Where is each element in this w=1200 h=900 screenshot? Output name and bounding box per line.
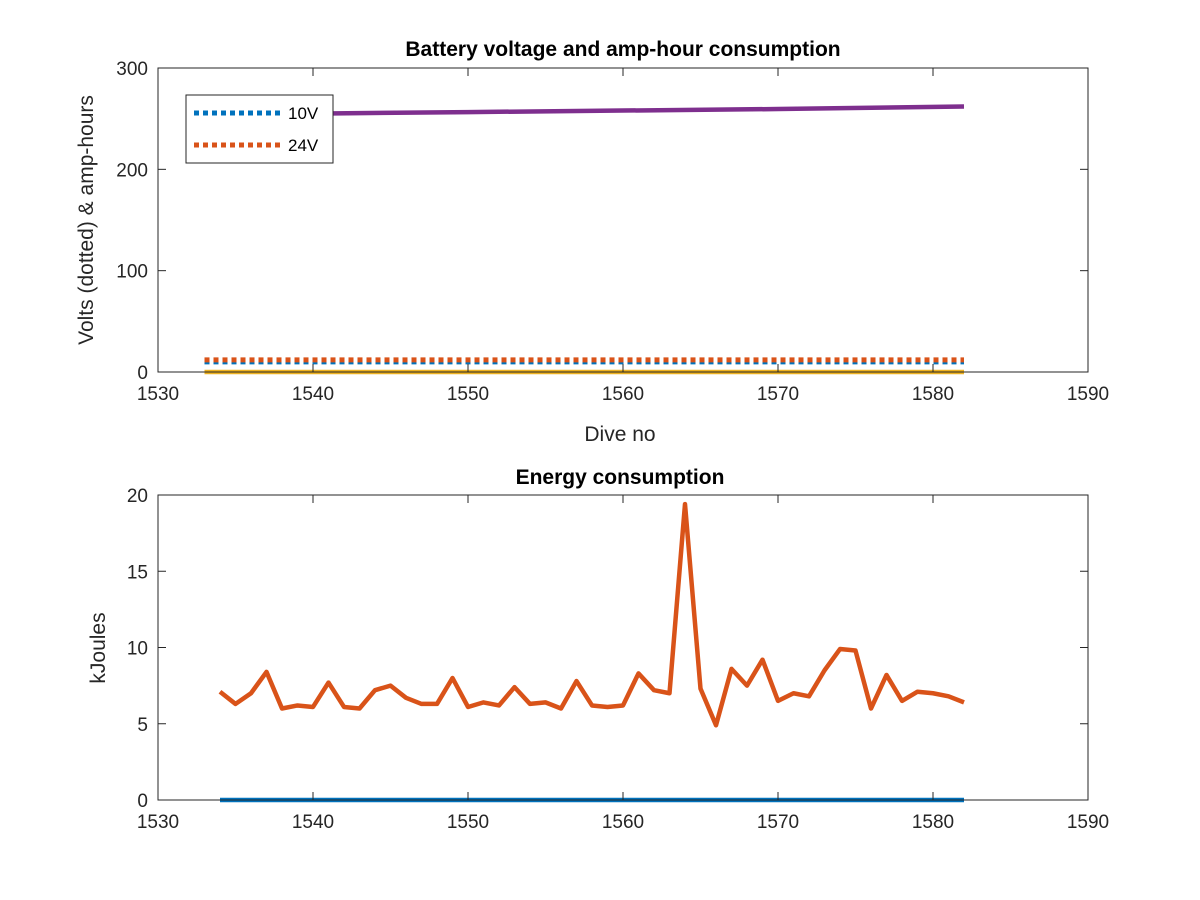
energy-chart-title: Energy consumption — [516, 466, 725, 489]
energy-x-tick-label: 1540 — [292, 812, 334, 833]
energy-x-tick-label: 1560 — [602, 812, 644, 833]
energy-y-tick-label: 20 — [127, 486, 148, 507]
voltage-x-tick-label: 1580 — [912, 384, 954, 405]
voltage-x-tick-label: 1570 — [757, 384, 799, 405]
voltage-x-tick-label: 1560 — [602, 384, 644, 405]
energy-x-tick-label: 1550 — [447, 812, 489, 833]
energy-ticks-group: 1530 1540 1550 1560 1570 1580 1590 0 5 10 15 20 — [127, 486, 1109, 833]
legend-label-10v: 10V — [288, 104, 319, 123]
energy-y-tick-label: 10 — [127, 639, 148, 660]
legend-label-24v: 24V — [288, 136, 319, 155]
energy-y-tick-label: 0 — [137, 791, 148, 812]
energy-x-tick-label: 1570 — [757, 812, 799, 833]
voltage-y-axis-label: Volts (dotted) & amp-hours — [75, 95, 98, 345]
voltage-y-tick-label: 200 — [116, 160, 148, 181]
voltage-axes: 1530 1540 1550 1560 1570 1580 1590 0 100 200 300 B… — [75, 38, 1109, 446]
voltage-legend: 10V 24V — [185, 94, 334, 164]
voltage-y-tick-label: 100 — [116, 262, 148, 283]
voltage-y-tick-label: 300 — [116, 59, 148, 80]
legend-box — [185, 94, 334, 164]
energy-y-axis-label: kJoules — [87, 612, 110, 683]
voltage-x-axis-label: Dive no — [584, 423, 655, 446]
voltage-ticks-group: 1530 1540 1550 1560 1570 1580 1590 0 100 200 300 — [116, 59, 1109, 405]
voltage-x-tick-label: 1530 — [137, 384, 179, 405]
voltage-x-tick-label: 1590 — [1067, 384, 1109, 405]
energy-x-tick-label: 1590 — [1067, 812, 1109, 833]
voltage-chart-title: Battery voltage and amp-hour consumption — [405, 38, 840, 61]
voltage-x-tick-label: 1550 — [447, 384, 489, 405]
energy-y-tick-label: 15 — [127, 562, 148, 583]
energy-axes: 1530 1540 1550 1560 1570 1580 1590 0 5 10 15 20 Ene… — [87, 466, 1109, 833]
energy-y-tick-label: 5 — [137, 715, 148, 736]
voltage-y-tick-label: 0 — [137, 363, 148, 384]
energy-x-tick-label: 1530 — [137, 812, 179, 833]
voltage-x-tick-label: 1540 — [292, 384, 334, 405]
energy-x-tick-label: 1580 — [912, 812, 954, 833]
energy-series-1-line — [218, 501, 965, 728]
